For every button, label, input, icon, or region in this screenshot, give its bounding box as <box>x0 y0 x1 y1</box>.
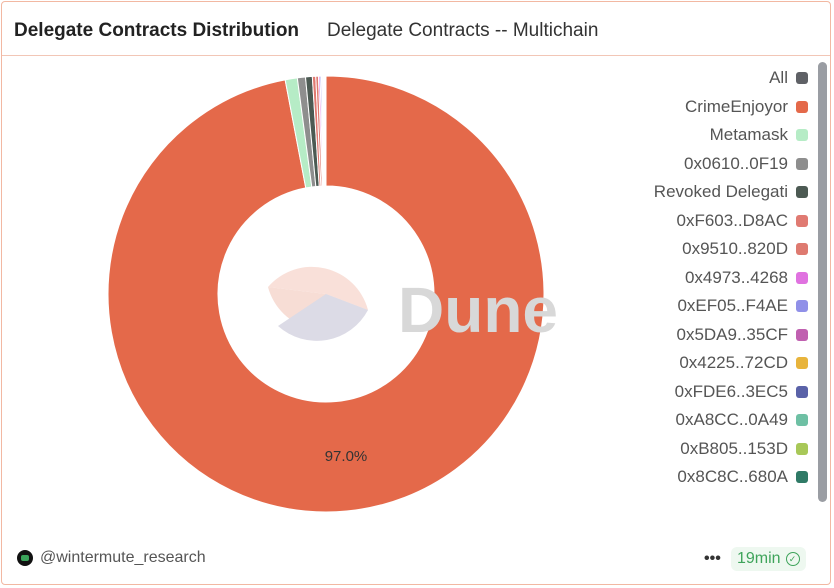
legend-swatch <box>796 300 808 313</box>
verified-check-icon: ✓ <box>785 552 800 566</box>
legend-label: 0xF603..D8AC <box>676 210 789 230</box>
legend-swatch <box>796 385 808 398</box>
chart-subtitle: Delegate Contracts -- Multichain <box>327 20 599 41</box>
legend-swatch <box>796 442 808 455</box>
legend-label: 0xFDE6..3EC5 <box>674 381 788 401</box>
legend-swatch <box>796 72 808 85</box>
legend-swatch <box>796 328 808 341</box>
legend-label: CrimeEnjoyor <box>685 96 788 116</box>
legend-swatch <box>796 243 808 256</box>
dune-watermark: Dune <box>268 266 558 346</box>
legend-item[interactable]: 0x4225..72CD <box>588 349 808 378</box>
legend-item[interactable]: 0xA8CC..0A49 <box>588 406 808 435</box>
legend-item[interactable]: All <box>588 64 808 93</box>
legend-item[interactable]: 0xB805..153D <box>588 435 808 464</box>
legend-label: All <box>769 68 788 88</box>
legend-item[interactable]: 0x9510..820D <box>588 235 808 264</box>
legend-item[interactable]: 0xEF05..F4AE <box>588 292 808 321</box>
legend-label: 0x4973..4268 <box>684 267 788 287</box>
legend-swatch <box>796 271 808 284</box>
legend-swatch <box>796 214 808 227</box>
legend-label: 0xEF05..F4AE <box>677 296 788 316</box>
legend-swatch <box>796 100 808 113</box>
legend-item[interactable]: 0x5DA9..35CF <box>588 321 808 350</box>
data-label: 97.0% <box>325 448 368 465</box>
refresh-time: 19min <box>737 550 781 567</box>
slice-crimeenjoyor[interactable] <box>107 75 545 513</box>
legend-item[interactable]: 0x0610..0F19 <box>588 150 808 179</box>
legend-item[interactable]: Metamask <box>588 121 808 150</box>
legend-swatch <box>796 414 808 427</box>
svg-text:Dune: Dune <box>398 274 558 346</box>
legend-item[interactable]: 0xF603..D8AC <box>588 207 808 236</box>
divider <box>2 55 830 56</box>
legend-swatch <box>796 357 808 370</box>
legend-item[interactable]: 0x4973..4268 <box>588 264 808 293</box>
legend-swatch <box>796 129 808 142</box>
legend-item[interactable]: CrimeEnjoyor <box>588 93 808 122</box>
legend-label: 0x8C8C..680A <box>677 467 788 487</box>
legend-label: Revoked Delegati <box>653 182 788 202</box>
legend-label: Metamask <box>709 125 788 145</box>
chart-title: Delegate Contracts Distribution <box>14 20 300 41</box>
more-options-button[interactable]: ••• <box>704 550 721 567</box>
legend-item[interactable]: Revoked Delegati <box>588 178 808 207</box>
legend-label: 0xB805..153D <box>680 438 788 458</box>
legend-swatch <box>796 186 808 199</box>
legend-scrollbar[interactable] <box>818 62 827 502</box>
avatar <box>17 550 33 566</box>
legend-swatch <box>796 157 808 170</box>
footer-author[interactable]: @wintermute_research <box>17 549 206 567</box>
legend: All CrimeEnjoyor Metamask 0x0610..0F19 Revok… <box>588 64 808 492</box>
legend-item[interactable]: 0xFDE6..3EC5 <box>588 378 808 407</box>
legend-label: 0x9510..820D <box>682 239 788 259</box>
legend-label: 0xA8CC..0A49 <box>675 410 788 430</box>
legend-swatch <box>796 471 808 484</box>
legend-label: 0x5DA9..35CF <box>676 324 789 344</box>
legend-label: 0x0610..0F19 <box>684 153 788 173</box>
legend-label: 0x4225..72CD <box>679 353 788 373</box>
legend-item[interactable]: 0x8C8C..680A <box>588 463 808 492</box>
author-name: @wintermute_research <box>40 549 206 566</box>
refresh-badge[interactable]: 19min ✓ <box>731 547 806 571</box>
